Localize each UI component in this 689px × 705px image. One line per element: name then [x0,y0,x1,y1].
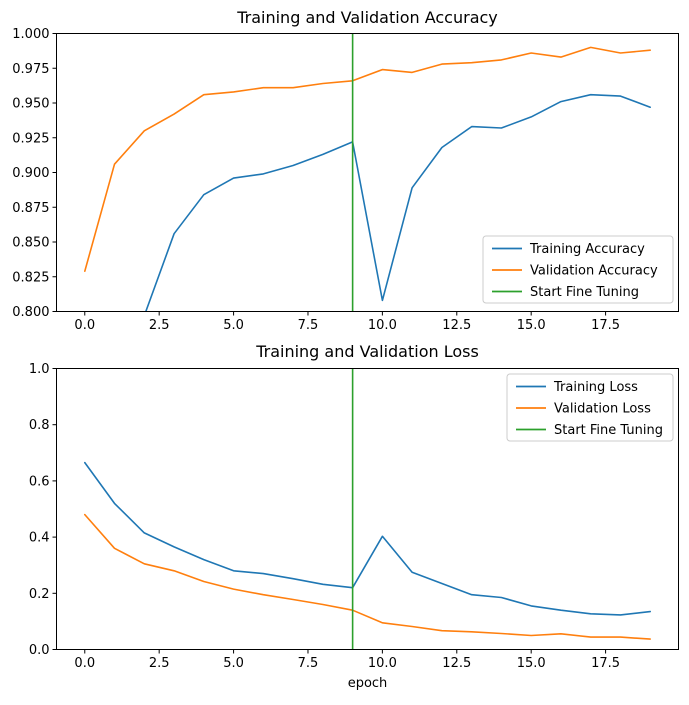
chart-title: Training and Validation Loss [255,342,479,361]
training-loss-line [84,461,652,616]
y-tick-label: 1.000 [12,27,49,42]
training-accuracy-legend-label: Training Accuracy [529,242,645,257]
validation-accuracy-line [84,46,652,273]
x-tick-label: 5.0 [223,656,244,671]
x-tick-label: 2.5 [149,318,170,333]
y-tick-label: 0.975 [12,62,49,77]
legend-frame [506,373,674,442]
y-tick-label: 1.0 [29,362,50,377]
x-tick-label: 12.5 [442,318,471,333]
x-tick-label: 10.0 [368,318,397,333]
y-tick-label: 0.8 [29,418,50,433]
y-tick-label: 0.6 [29,474,50,489]
y-tick-label: 0.925 [12,131,49,146]
validation-loss-line [84,513,652,640]
x-tick-label: 7.5 [298,656,319,671]
x-tick-label: 5.0 [223,318,244,333]
x-tick-label: 2.5 [149,656,170,671]
axes-frame [56,368,679,650]
x-tick-label: 15.0 [517,318,546,333]
x-tick-label: 0.0 [74,656,95,671]
y-tick-label: 0.2 [29,587,50,602]
x-tick-label: 17.5 [591,656,620,671]
y-axis-ticks: 0.800 0.825 0.850 0.875 0.900 0.925 0.950 0.975… [12,27,57,320]
training-loss-legend-label: Training Loss [553,380,638,395]
validation-accuracy-legend-label: Validation Accuracy [530,264,658,279]
legend: Training Accuracy Validation Accuracy Star… [482,235,674,304]
y-tick-label: 0.4 [29,531,50,546]
validation-loss-legend-label: Validation Loss [554,402,651,417]
x-tick-label: 17.5 [591,318,620,333]
y-tick-label: 0.800 [12,305,49,320]
legend-frame [482,235,674,304]
y-tick-label: 0.0 [29,643,50,658]
y-tick-label: 0.950 [12,97,49,112]
chart-title: Training and Validation Accuracy [236,8,498,27]
start-fine-tuning-legend-label: Start Fine Tuning [554,423,663,438]
training-and-validation-accuracy-chart: 0.0 2.5 5.0 7.5 10.0 12.5 15.0 17.50.8000.8250.… [12,8,679,333]
x-axis-ticks: 0.0 2.5 5.0 7.5 10.0 12.5 15.0 17.5 [74,649,620,671]
training-and-validation-loss-chart: 0.0 2.5 5.0 7.5 10.0 12.5 15.0 17.5 0.0 0.2 0.4 0.6… [29,342,679,691]
x-tick-label: 7.5 [298,318,319,333]
y-axis-ticks: 0.0 0.2 0.4 0.6 0.8 1.0 [29,362,57,658]
y-tick-label: 0.900 [12,166,49,181]
y-tick-label: 0.875 [12,201,49,216]
x-tick-label: 0.0 [74,318,95,333]
x-tick-label: 10.0 [368,656,397,671]
y-tick-label: 0.850 [12,236,49,251]
y-tick-label: 0.825 [12,270,49,285]
start-fine-tuning-legend-label: Start Fine Tuning [530,285,639,300]
training-accuracy-line [144,93,652,312]
x-axis-ticks: 0.0 2.5 5.0 7.5 10.0 12.5 15.0 17.5 [74,311,620,333]
x-tick-label: 12.5 [442,656,471,671]
x-tick-label: 15.0 [517,656,546,671]
legend: Training Loss Validation Loss Start Fine T… [506,373,674,442]
x-axis-label: epoch [348,676,388,691]
